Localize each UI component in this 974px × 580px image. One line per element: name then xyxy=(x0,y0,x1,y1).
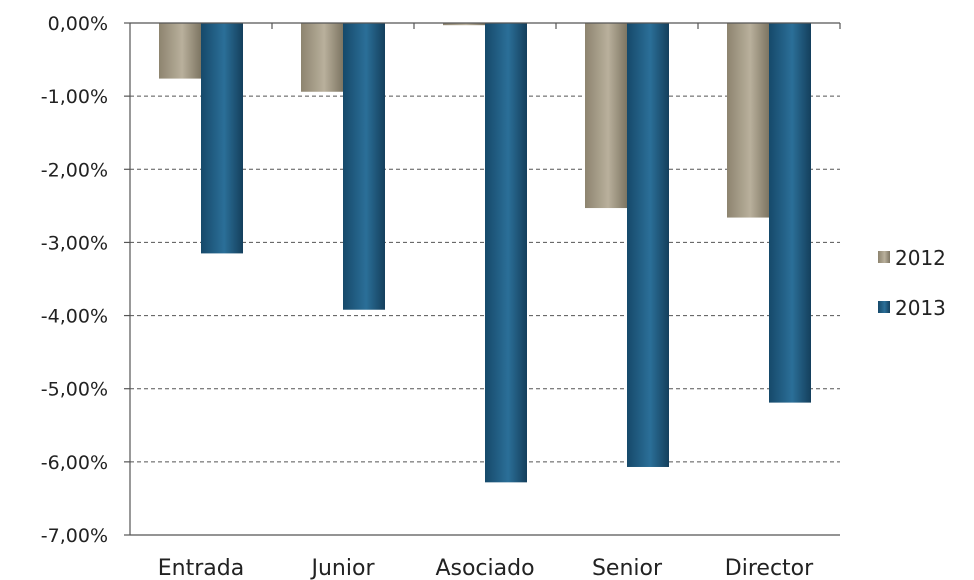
gridlines xyxy=(130,95,840,463)
legend-swatch-2012 xyxy=(878,251,890,263)
y-tick-label: -6,00% xyxy=(41,452,108,474)
y-tick-label: -1,00% xyxy=(41,86,108,108)
bar-2012-junior xyxy=(301,23,343,92)
y-tick-label: 0,00% xyxy=(48,13,108,35)
bar-2013-director xyxy=(769,23,811,403)
y-tick-label: -5,00% xyxy=(41,379,108,401)
y-tick-label: -7,00% xyxy=(41,525,108,547)
bar-2012-senior xyxy=(585,23,627,209)
bar-2012-asociado xyxy=(443,23,485,26)
bar-2012-director xyxy=(727,23,769,218)
x-category-label: Senior xyxy=(592,556,663,580)
legend-label-2013: 2013 xyxy=(895,296,946,320)
y-tick-label: -4,00% xyxy=(41,306,108,328)
x-category-label: Director xyxy=(725,556,814,580)
x-category-label: Entrada xyxy=(158,556,244,580)
bar-2013-junior xyxy=(343,23,385,310)
axes xyxy=(124,22,841,536)
bar-2013-asociado xyxy=(485,23,527,483)
bar-2012-entrada xyxy=(159,23,201,79)
y-tick-label: -2,00% xyxy=(41,159,108,181)
legend: 2012 2013 xyxy=(878,246,946,320)
bar-2013-senior xyxy=(627,23,669,467)
bar-2013-entrada xyxy=(201,23,243,254)
x-category-label: Asociado xyxy=(435,556,534,580)
x-category-label: Junior xyxy=(310,556,376,580)
legend-swatch-2013 xyxy=(878,301,890,313)
legend-label-2012: 2012 xyxy=(895,246,946,270)
labels: 0,00% -1,00% -2,00% -3,00% -4,00% -5,00% -6,00… xyxy=(41,13,814,580)
y-tick-label: -3,00% xyxy=(41,232,108,254)
bars xyxy=(159,23,811,483)
